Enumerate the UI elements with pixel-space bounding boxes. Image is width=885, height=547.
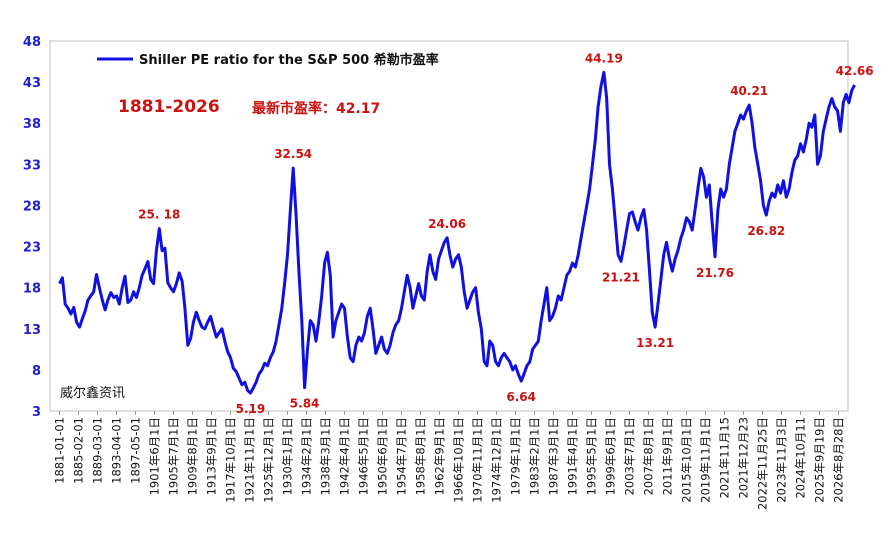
data-label: 13.21 <box>636 336 674 350</box>
y-tick-label: 33 <box>23 158 41 173</box>
data-label: 25. 18 <box>138 208 180 222</box>
y-tick-label: 8 <box>32 364 41 379</box>
x-tick-label: 1991年4月1日 <box>566 417 580 495</box>
x-tick-label: 1921年11月1日 <box>243 417 257 503</box>
legend: Shiller PE ratio for the S&P 500 希勒市盈率 <box>97 52 439 68</box>
x-tick-label: 1925年12月1日 <box>262 417 276 503</box>
x-tick-label: 1930年1月1日 <box>281 417 295 495</box>
annotations-layer: 25. 18 32.54 5.19 5.84 24.06 6.64 44.19 21.21 13… <box>138 51 873 416</box>
data-label: 6.64 <box>506 390 536 404</box>
x-tick-label: 1954年7月1日 <box>395 417 409 495</box>
y-tick-label: 13 <box>23 323 41 338</box>
x-tick-label: 1979年1月1日 <box>509 417 523 495</box>
y-tick-label: 48 <box>23 35 41 50</box>
series-layer <box>58 70 856 395</box>
x-tick-label: 1983年2月1日 <box>528 417 542 495</box>
x-tick-label: 1942年4月1日 <box>338 417 352 495</box>
x-axis: 1881-01-01 1885-02-01 1889-03-01 1893-04-01… <box>53 411 846 510</box>
range-label: 1881-2026 <box>118 97 220 117</box>
x-tick-label: 1987年3月1日 <box>547 417 561 495</box>
data-label: 44.19 <box>585 51 623 65</box>
x-tick-label: 2023年11月3日 <box>775 417 789 503</box>
x-tick-label: 1946年5月1日 <box>357 417 371 495</box>
x-tick-label: 2003年7月1日 <box>623 417 637 495</box>
x-tick-label: 1901年6月1日 <box>148 417 162 495</box>
x-tick-label: 1917年10月1日 <box>224 417 238 503</box>
x-tick-label: 2026年8月28日 <box>832 417 846 503</box>
x-tick-label: 1958年8月1日 <box>414 417 428 495</box>
plot-frame <box>49 40 849 412</box>
x-tick-label: 1913年9月1日 <box>205 417 219 495</box>
x-tick-label: 1909年8月1日 <box>186 417 200 495</box>
data-label: 32.54 <box>274 147 312 161</box>
y-tick-label: 43 <box>23 76 41 91</box>
x-tick-label: 1897-05-01 <box>129 417 143 484</box>
x-tick-label: 1950年6月1日 <box>376 417 390 495</box>
x-tick-label: 1905年7月1日 <box>167 417 181 495</box>
x-tick-label: 2007年8月1日 <box>642 417 656 495</box>
x-tick-label: 1893-04-01 <box>110 417 124 484</box>
latest-pe-label: 最新市盈率：42.17 <box>252 100 380 117</box>
legend-label: Shiller PE ratio for the S&P 500 希勒市盈率 <box>139 52 439 68</box>
x-tick-label: 1995年5月1日 <box>585 417 599 495</box>
x-tick-label: 2025年9月19日 <box>813 417 827 503</box>
x-tick-label: 1974年12月1日 <box>490 417 504 503</box>
x-tick-label: 1970年11月1日 <box>471 417 485 503</box>
x-tick-label: 2021年11月15 <box>718 417 732 499</box>
x-tick-label: 2022年11月25日 <box>756 417 770 510</box>
x-tick-label: 1938年3月1日 <box>319 417 333 495</box>
y-tick-label: 28 <box>23 199 41 214</box>
data-label: 24.06 <box>428 217 466 231</box>
y-tick-label: 23 <box>23 241 41 256</box>
x-tick-label: 2024年10月11 <box>794 417 808 499</box>
y-tick-label: 3 <box>32 405 41 420</box>
data-label: 21.76 <box>696 266 734 280</box>
data-label: 21.21 <box>602 270 640 284</box>
x-tick-label: 2021年12月23 <box>737 417 751 499</box>
x-tick-label: 2015年10月1日 <box>680 417 694 503</box>
x-tick-label: 1966年10月1日 <box>452 417 466 503</box>
data-label: 40.21 <box>730 84 768 98</box>
y-tick-label: 18 <box>23 282 41 297</box>
x-tick-label: 1885-02-01 <box>72 417 86 484</box>
data-label: 5.84 <box>290 397 320 411</box>
x-tick-label: 2011年9月1日 <box>661 417 675 495</box>
x-tick-label: 1999年6月1日 <box>604 417 618 495</box>
y-tick-label: 38 <box>23 117 41 132</box>
data-label: 42.66 <box>836 64 874 78</box>
x-tick-label: 1889-03-01 <box>91 417 105 484</box>
x-tick-label: 2019年11月1日 <box>699 417 713 503</box>
x-tick-label: 1881-01-01 <box>53 417 67 484</box>
data-label: 5.19 <box>236 402 266 416</box>
series-line <box>58 70 856 395</box>
x-tick-label: 1962年9月1日 <box>433 417 447 495</box>
data-label: 26.82 <box>747 224 785 238</box>
x-tick-label: 1934年2月1日 <box>300 417 314 495</box>
source-label: 威尔鑫资讯 <box>60 385 125 401</box>
